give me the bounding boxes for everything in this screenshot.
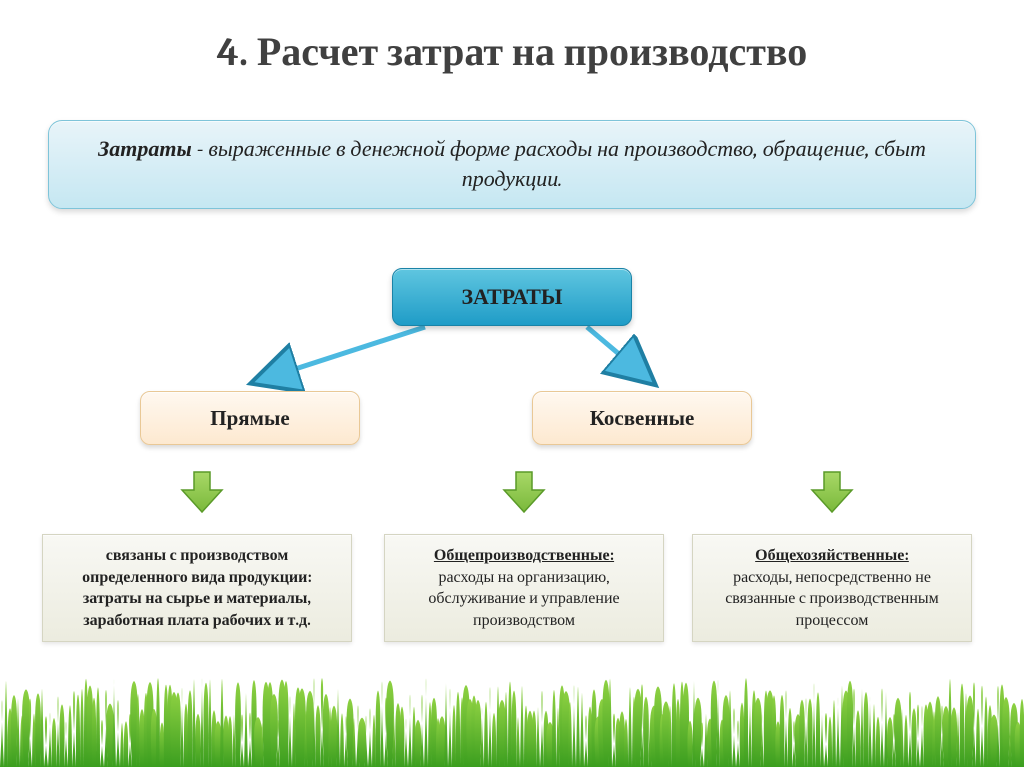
- down-arrow-3: [808, 468, 856, 516]
- branch-left-label: Прямые: [210, 406, 289, 431]
- connector-arrow-left: [230, 322, 430, 392]
- definition-rest: - выраженные в денежной форме расходы на…: [192, 136, 926, 192]
- branch-box-right: Косвенные: [532, 391, 752, 445]
- connector-arrow-right: [582, 322, 782, 392]
- definition-term: Затраты: [98, 136, 192, 162]
- definition-box: Затраты - выраженные в денежной форме ра…: [48, 120, 976, 209]
- description-3-text: Общехозяйственные: расходы, непосредстве…: [705, 545, 959, 631]
- description-box-3: Общехозяйственные: расходы, непосредстве…: [692, 534, 972, 642]
- description-box-1: связаны с производством определенного ви…: [42, 534, 352, 642]
- branch-right-label: Косвенные: [590, 406, 695, 431]
- description-2-text: Общепроизводственные: расходы на организ…: [397, 545, 651, 631]
- down-arrow-2: [500, 468, 548, 516]
- down-arrow-1: [178, 468, 226, 516]
- heading-box: ЗАТРАТЫ: [392, 268, 632, 326]
- description-box-2: Общепроизводственные: расходы на организ…: [384, 534, 664, 642]
- slide-title: 4. Расчет затрат на производство: [0, 28, 1024, 75]
- grass-decoration: [0, 677, 1024, 767]
- description-1-text: связаны с производством определенного ви…: [55, 545, 339, 631]
- description-3-label: Общехозяйственные:: [755, 546, 909, 564]
- description-2-label: Общепроизводственные:: [434, 546, 614, 564]
- description-2-body: расходы на организацию, обслуживание и у…: [428, 568, 619, 629]
- description-3-body: расходы, непосредственно не связанные с …: [725, 568, 939, 629]
- branch-box-left: Прямые: [140, 391, 360, 445]
- heading-label: ЗАТРАТЫ: [461, 284, 562, 310]
- definition-text: Затраты - выраженные в денежной форме ра…: [69, 135, 955, 194]
